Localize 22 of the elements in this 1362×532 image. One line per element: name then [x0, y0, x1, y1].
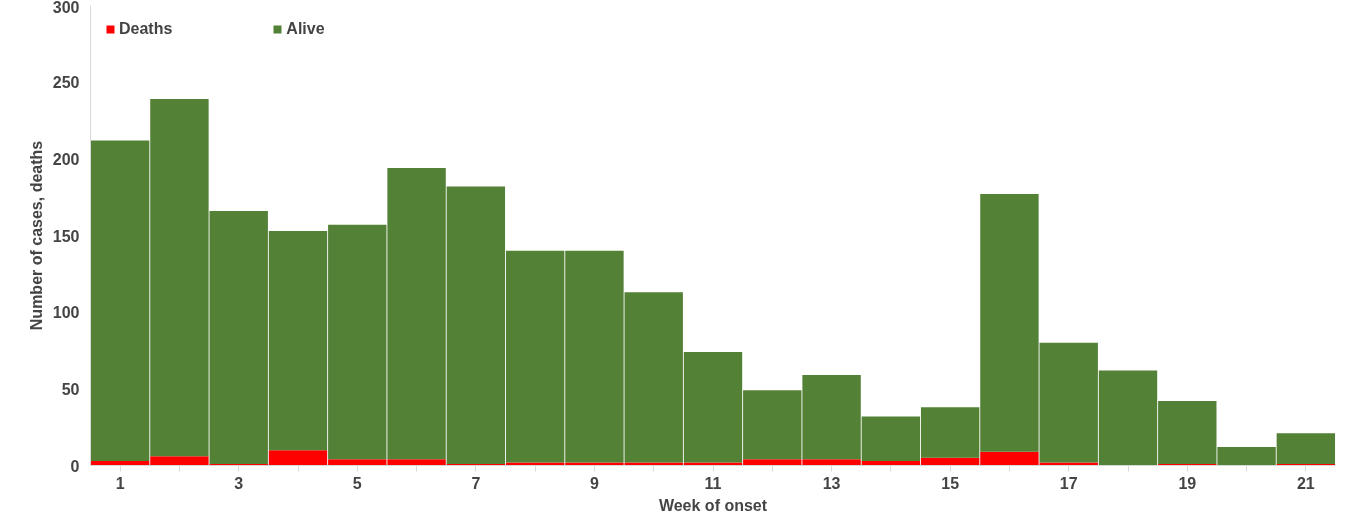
x-tick-label: 5	[352, 474, 362, 492]
x-tick-label: 7	[471, 474, 481, 492]
y-tick-label: 100	[52, 304, 80, 322]
y-axis-title: Number of cases, deaths	[27, 140, 45, 331]
y-tick-label: 150	[52, 227, 80, 245]
x-tick-label: 11	[704, 474, 722, 492]
x-tick-label: 17	[1059, 474, 1078, 492]
y-tick-label: 200	[52, 150, 80, 168]
x-tick-label: 3	[234, 474, 244, 492]
x-tick-label: 1	[115, 474, 125, 492]
y-tick-label: 0	[70, 457, 80, 475]
x-tick-label: 19	[1178, 474, 1197, 492]
x-axis-title: Week of onset	[658, 496, 768, 514]
x-tick-label: 15	[941, 474, 960, 492]
legend-label: Deaths	[119, 20, 173, 38]
x-tick-label: 21	[1296, 474, 1315, 492]
x-tick-label: 9	[589, 474, 599, 492]
legend-label: Alive	[286, 20, 325, 38]
y-tick-label: 50	[61, 380, 80, 398]
y-tick-label: 300	[52, 0, 80, 16]
x-tick-label: 13	[822, 474, 841, 492]
y-tick-label: 250	[52, 74, 80, 92]
